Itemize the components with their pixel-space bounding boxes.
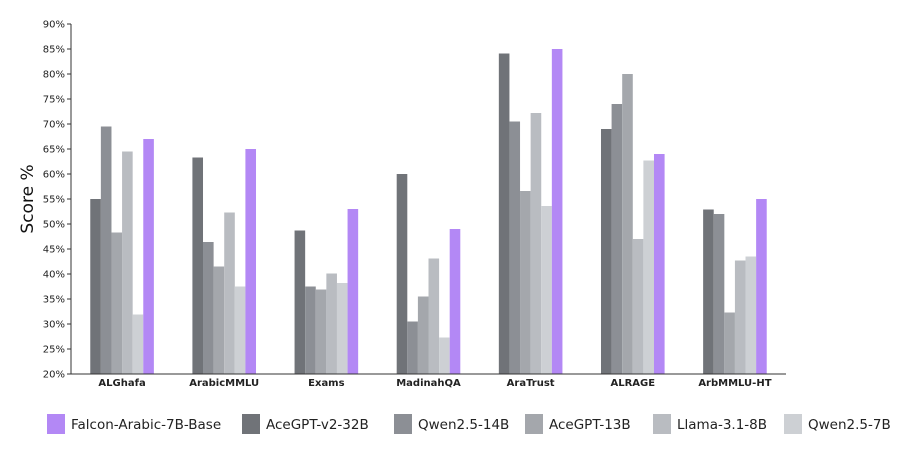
- bar-alghafa-acegpt-v2-32b: [90, 199, 101, 374]
- bar-arabicmmlu-qwen2-5-7b: [234, 286, 246, 374]
- bar-madinahqa-qwen2-5-14b: [407, 321, 418, 374]
- legend-swatch: [784, 414, 802, 434]
- legend-swatch: [525, 414, 543, 434]
- legend-item-qwen2-5-7b: Qwen2.5-7B: [784, 414, 891, 434]
- legend-label: Falcon-Arabic-7B-Base: [71, 417, 221, 433]
- bar-arbmmlu-ht-acegpt-v2-32b: [703, 209, 714, 374]
- legend-label: Qwen2.5-14B: [418, 417, 509, 433]
- y-tick-label: 60%: [43, 170, 65, 181]
- y-tick-label: 45%: [43, 245, 65, 256]
- x-tick-label: Exams: [308, 378, 344, 389]
- bar-exams-acegpt-v2-32b: [294, 230, 306, 374]
- x-tick-label: AraTrust: [507, 378, 555, 389]
- bar-aratrust-llama-3-1-8b: [530, 113, 542, 374]
- bar-alrage-acegpt-13b: [622, 74, 633, 374]
- bars: [90, 49, 767, 374]
- legend-label: Qwen2.5-7B: [808, 417, 891, 433]
- x-tick-label: MadinahQA: [396, 378, 461, 389]
- bar-arbmmlu-ht-qwen2-5-7b: [745, 256, 757, 374]
- bar-alrage-qwen2-5-14b: [611, 104, 623, 374]
- x-tick-label: ArabicMMLU: [189, 378, 259, 389]
- bar-aratrust-acegpt-13b: [520, 191, 531, 374]
- bar-alghafa-qwen2-5-14b: [100, 126, 112, 374]
- y-axis-title: Score %: [18, 164, 38, 233]
- y-tick-label: 80%: [43, 70, 65, 81]
- bar-alrage-falcon-arabic-7b-base: [653, 154, 665, 374]
- bar-aratrust-falcon-arabic-7b-base: [551, 49, 563, 374]
- bar-exams-qwen2-5-14b: [305, 286, 316, 374]
- y-tick-label: 25%: [43, 345, 65, 356]
- legend: Falcon-Arabic-7B-Base AceGPT-v2-32B Qwen2.…: [47, 414, 891, 434]
- bar-madinahqa-acegpt-v2-32b: [396, 174, 408, 374]
- legend-item-llama-3-1-8b: Llama-3.1-8B: [653, 414, 767, 434]
- y-tick-label: 75%: [43, 95, 65, 106]
- y-tick-label: 50%: [43, 220, 65, 231]
- legend-swatch: [47, 414, 65, 434]
- legend-item-acegpt-v2-32b: AceGPT-v2-32B: [242, 414, 369, 434]
- y-tick-label: 30%: [43, 320, 65, 331]
- legend-swatch: [242, 414, 260, 434]
- legend-swatch: [653, 414, 671, 434]
- x-axis: ALGhafa ArabicMMLU Exams MadinahQA AraTrust A…: [71, 373, 786, 389]
- bar-arbmmlu-ht-llama-3-1-8b: [734, 260, 746, 374]
- bar-exams-acegpt-13b: [315, 289, 327, 374]
- bar-alghafa-acegpt-13b: [111, 232, 123, 374]
- y-tick-label: 55%: [43, 195, 65, 206]
- bar-aratrust-qwen2-5-14b: [509, 121, 521, 374]
- y-tick-label: 35%: [43, 295, 65, 306]
- bar-exams-qwen2-5-7b: [336, 283, 348, 374]
- legend-item-qwen2-5-14b: Qwen2.5-14B: [394, 414, 509, 434]
- x-tick-label: ALGhafa: [98, 378, 145, 389]
- bar-arabicmmlu-acegpt-13b: [213, 266, 225, 374]
- legend-label: AceGPT-v2-32B: [266, 417, 369, 433]
- legend-swatch: [394, 414, 412, 434]
- x-tick-label: ArbMMLU-HT: [698, 378, 771, 389]
- y-tick-label: 70%: [43, 120, 65, 131]
- bar-alghafa-qwen2-5-7b: [132, 314, 144, 374]
- legend-item-falcon-arabic-7b-base: Falcon-Arabic-7B-Base: [47, 414, 221, 434]
- y-tick-label: 20%: [43, 370, 65, 381]
- bar-arabicmmlu-acegpt-v2-32b: [192, 157, 204, 374]
- y-tick-label: 40%: [43, 270, 65, 281]
- bar-madinahqa-llama-3-1-8b: [428, 258, 440, 374]
- bar-aratrust-qwen2-5-7b: [541, 206, 552, 374]
- bar-alrage-acegpt-v2-32b: [600, 129, 612, 374]
- bar-arbmmlu-ht-falcon-arabic-7b-base: [756, 199, 767, 374]
- y-tick-label: 90%: [43, 20, 65, 31]
- bar-alrage-llama-3-1-8b: [632, 239, 644, 374]
- bar-arabicmmlu-llama-3-1-8b: [224, 212, 235, 374]
- bar-arabicmmlu-falcon-arabic-7b-base: [245, 149, 257, 374]
- x-tick-label: ALRAGE: [610, 378, 655, 389]
- y-axis: 20% 25% 30% 35% 40% 45% 50% 55% 60% 65% 70% 75% 80% 8…: [43, 20, 72, 381]
- bar-alrage-qwen2-5-7b: [643, 160, 654, 374]
- legend-item-acegpt-13b: AceGPT-13B: [525, 414, 631, 434]
- y-tick-label: 65%: [43, 145, 65, 156]
- bar-alghafa-falcon-arabic-7b-base: [143, 139, 154, 374]
- bar-aratrust-acegpt-v2-32b: [498, 53, 510, 374]
- bar-arabicmmlu-qwen2-5-14b: [203, 242, 214, 374]
- bar-madinahqa-falcon-arabic-7b-base: [449, 229, 461, 374]
- bar-arbmmlu-ht-acegpt-13b: [724, 312, 735, 374]
- bar-exams-llama-3-1-8b: [326, 273, 337, 374]
- legend-label: AceGPT-13B: [549, 417, 631, 433]
- y-tick-label: 85%: [43, 45, 65, 56]
- bar-alghafa-llama-3-1-8b: [122, 151, 133, 374]
- bar-madinahqa-acegpt-13b: [417, 296, 429, 374]
- bar-arbmmlu-ht-qwen2-5-14b: [713, 214, 725, 374]
- bar-exams-falcon-arabic-7b-base: [347, 209, 359, 374]
- legend-label: Llama-3.1-8B: [677, 417, 767, 433]
- bar-madinahqa-qwen2-5-7b: [439, 337, 450, 374]
